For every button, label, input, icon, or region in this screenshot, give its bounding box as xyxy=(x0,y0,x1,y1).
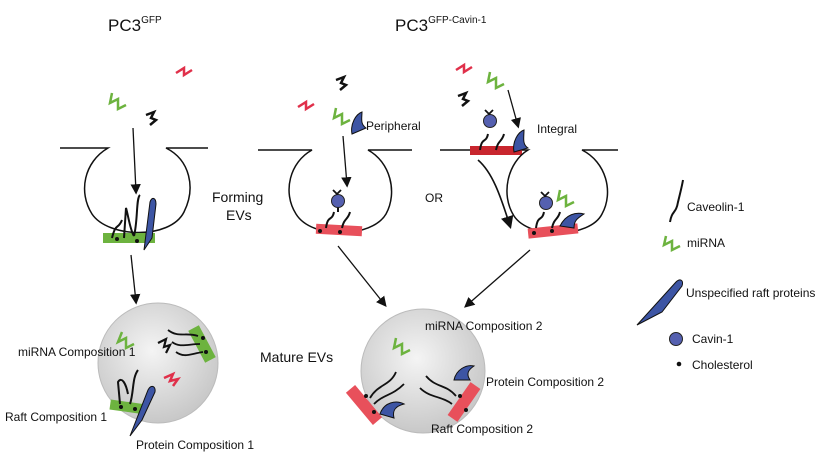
label-peripheral: Peripheral xyxy=(366,119,421,133)
cavin-icon xyxy=(483,114,497,128)
cholesterol-icon xyxy=(204,350,208,354)
caveolin-icon xyxy=(484,109,494,116)
arrow xyxy=(507,89,521,129)
legend-label: Caveolin-1 xyxy=(687,200,745,214)
cholesterol-icon xyxy=(464,408,468,412)
membrane xyxy=(506,149,618,234)
mirna-icon xyxy=(108,92,127,112)
raft-protein-icon xyxy=(143,197,157,251)
caveolin-icon xyxy=(116,369,139,405)
cholesterol-icon xyxy=(133,407,137,411)
legend-label: Cholesterol xyxy=(692,358,753,372)
raft-red xyxy=(315,223,363,237)
membrane xyxy=(60,147,208,234)
label-protein-composition-2: Protein Composition 2 xyxy=(486,375,604,389)
raft-protein-icon xyxy=(453,365,476,381)
cholesterol-icon xyxy=(318,229,322,233)
cholesterol-icon xyxy=(115,237,119,241)
mirna-icon xyxy=(556,189,575,209)
legend-label: Unspecified raft proteins xyxy=(686,286,815,300)
raft-protein-icon xyxy=(636,279,683,326)
raft-protein-icon xyxy=(379,401,406,419)
cholesterol-icon xyxy=(201,336,205,340)
left-forming-ev xyxy=(60,65,208,305)
mirna-icon xyxy=(335,74,349,91)
cholesterol-icon xyxy=(364,394,368,398)
raft-red xyxy=(447,382,481,422)
caveolin-icon xyxy=(419,375,457,405)
legend: Caveolin-1 miRNA Unspecified raft protei… xyxy=(636,179,815,372)
mirna-icon xyxy=(392,337,411,357)
label-mirna-composition-2: miRNA Composition 2 xyxy=(425,319,543,333)
label-raft-composition-2: Raft Composition 2 xyxy=(431,422,533,436)
raft-protein-icon xyxy=(129,385,156,437)
cholesterol-icon xyxy=(372,410,376,414)
cholesterol-icon xyxy=(532,231,536,235)
mature-ev-2 xyxy=(345,308,486,434)
raft-protein-icon xyxy=(351,111,368,135)
label-mirna-composition-1: miRNA Composition 1 xyxy=(18,345,136,359)
label-raft-composition-1: Raft Composition 1 xyxy=(5,410,107,424)
left-mature-ev xyxy=(97,302,219,437)
mirna-icon xyxy=(332,107,351,127)
mirna-icon xyxy=(145,109,159,126)
caveolin-icon xyxy=(167,329,204,357)
cavin-icon xyxy=(669,332,683,346)
title-pc3-gfp-cavin: PC3GFP-Cavin-1 xyxy=(395,15,487,35)
caveolin-icon xyxy=(479,133,505,151)
cavin-icon xyxy=(331,194,345,208)
label-evs: EVs xyxy=(226,207,252,223)
label-integral: Integral xyxy=(537,122,577,136)
mirna-icon xyxy=(163,371,181,387)
cholesterol-icon xyxy=(338,230,342,234)
caveolin-icon xyxy=(535,211,561,229)
arrow xyxy=(464,249,531,308)
arrow xyxy=(130,127,141,195)
cholesterol-icon xyxy=(119,405,123,409)
caveolin-icon xyxy=(111,194,141,239)
raft-protein-icon xyxy=(559,212,586,229)
mirna-icon xyxy=(157,336,173,354)
arrow xyxy=(337,245,387,308)
peripheral-forming-ev: Peripheral xyxy=(258,74,421,308)
mirna-icon xyxy=(455,62,473,75)
caveolin-icon xyxy=(669,179,684,223)
mirna-icon xyxy=(115,331,135,351)
caveolin-icon xyxy=(325,211,351,229)
label-or: OR xyxy=(425,191,443,205)
raft-dark-red xyxy=(470,146,522,155)
label-forming: Forming xyxy=(212,189,263,205)
caveolin-icon xyxy=(332,189,342,196)
cholesterol-icon xyxy=(135,239,139,243)
cholesterol-icon xyxy=(458,394,462,398)
legend-label: Cavin-1 xyxy=(692,332,734,346)
mirna-icon xyxy=(457,90,471,107)
mirna-icon xyxy=(486,71,505,91)
cholesterol-icon xyxy=(676,361,682,367)
raft-protein-icon xyxy=(513,129,530,153)
arrow xyxy=(341,135,352,188)
ev-sphere xyxy=(360,308,486,434)
cavin-icon xyxy=(539,196,553,210)
caveolin-icon xyxy=(540,191,550,198)
arrow xyxy=(130,254,141,305)
mirna-icon xyxy=(662,235,681,253)
caveolin-icon xyxy=(369,371,405,405)
title-pc3-gfp: PC3GFP xyxy=(108,15,162,35)
mirna-icon xyxy=(297,99,315,112)
label-protein-composition-1: Protein Composition 1 xyxy=(136,438,254,452)
raft-green xyxy=(103,233,155,243)
cholesterol-icon xyxy=(550,229,554,233)
arrow xyxy=(477,159,514,230)
integral-forming-ev: Integral xyxy=(440,62,618,308)
label-mature-evs: Mature EVs xyxy=(260,349,333,365)
raft-red xyxy=(345,385,383,425)
raft-green xyxy=(109,399,147,415)
mirna-icon xyxy=(175,65,193,78)
legend-label: miRNA xyxy=(687,236,725,250)
